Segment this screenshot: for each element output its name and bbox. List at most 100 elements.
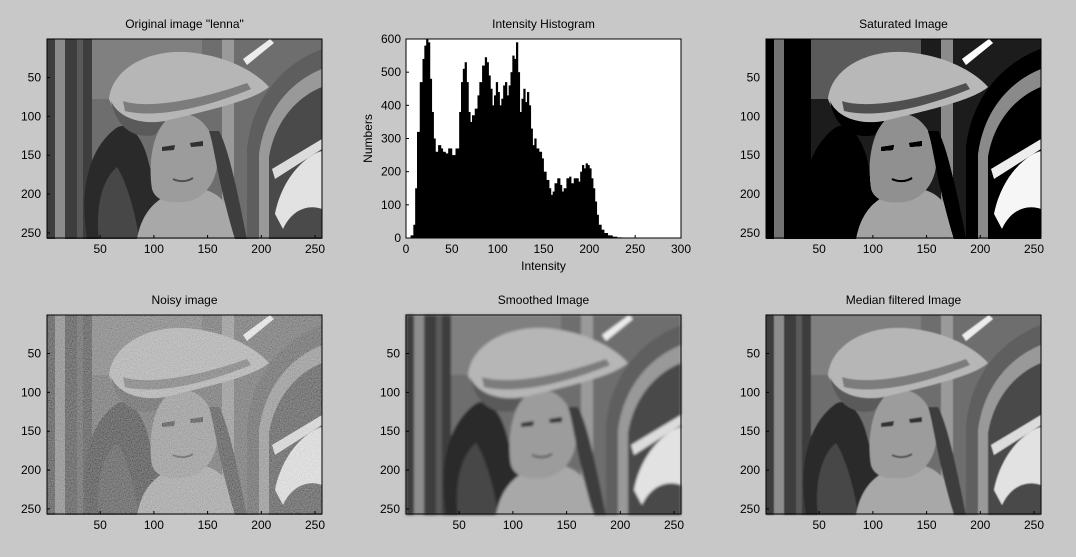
histogram-bar: [557, 178, 561, 238]
histogram-bar: [514, 58, 517, 239]
histogram-bar: [413, 224, 416, 238]
histogram-bar: [530, 128, 533, 238]
histogram-bar: [479, 82, 483, 238]
histogram-bar: [470, 121, 473, 238]
histogram-bar: [440, 148, 444, 238]
histogram-bar: [442, 151, 446, 238]
x-tick-label: 150: [198, 518, 218, 532]
image-area: [46, 38, 323, 240]
y-tick-label: 600: [381, 32, 401, 46]
y-tick-label: 300: [381, 132, 401, 146]
histogram-bar: [435, 151, 439, 238]
histogram-bar: [523, 88, 526, 238]
lenna-image: [405, 314, 682, 516]
y-tick-label: 100: [380, 385, 400, 399]
x-tick-label: 50: [452, 518, 466, 532]
image-area: [405, 314, 682, 516]
histogram-bar: [598, 224, 602, 238]
x-tick-label: 200: [970, 518, 990, 532]
histogram-bar: [543, 171, 547, 238]
histogram-bar: [492, 105, 495, 238]
histogram-bar: [549, 188, 552, 238]
axes-frame: [405, 314, 682, 515]
image-area: [765, 314, 1042, 516]
histogram-bar: [490, 88, 493, 238]
y-tick-label: 100: [740, 385, 760, 399]
x-tick-label: 200: [579, 242, 599, 256]
histogram-bar: [585, 163, 588, 238]
histogram-bar: [422, 58, 425, 239]
histogram-bar: [517, 72, 521, 239]
y-tick-label: 50: [747, 70, 761, 84]
histogram-bar: [596, 214, 599, 238]
y-tick-label: 150: [740, 424, 760, 438]
y-tick-label: 200: [21, 187, 41, 201]
histogram-bar: [508, 85, 511, 238]
histogram-bar: [451, 155, 456, 238]
histogram-bar: [503, 85, 506, 238]
histogram-bar: [541, 158, 544, 238]
histogram-bar: [607, 235, 613, 238]
histogram-bar: [525, 102, 528, 239]
y-tick-label: 100: [381, 198, 401, 212]
histogram-bar: [497, 92, 500, 238]
x-tick-label: 200: [610, 518, 630, 532]
x-tick-label: 100: [488, 242, 508, 256]
histogram-bar: [431, 111, 434, 238]
y-tick-label: 50: [387, 346, 401, 360]
subplot-title: Noisy image: [151, 293, 217, 307]
histogram-bar: [560, 184, 563, 238]
histogram-bar: [488, 75, 491, 238]
histogram-bar: [459, 111, 462, 238]
subplot-4: Noisy image 50 100 150 200 250 50 100 150 200 250: [21, 293, 325, 532]
image-area: [765, 38, 1042, 240]
histogram-bar: [569, 176, 572, 238]
subplot-title: Intensity Histogram: [492, 17, 595, 31]
histogram-bar: [438, 145, 442, 238]
x-tick-label: 200: [970, 242, 990, 256]
y-tick-label: 50: [747, 346, 761, 360]
x-tick-label: 100: [863, 242, 883, 256]
x-tick-label: 200: [251, 242, 271, 256]
x-tick-label: 50: [93, 518, 107, 532]
subplot-title: Saturated Image: [859, 17, 948, 31]
y-tick-label: 200: [21, 463, 41, 477]
histogram-bar: [512, 55, 515, 239]
x-tick-label: 250: [664, 518, 684, 532]
histogram-bar: [486, 62, 489, 238]
y-tick-label: 0: [394, 231, 401, 245]
histogram-bar: [519, 111, 522, 238]
y-tick-label: 500: [381, 65, 401, 79]
y-tick-label: 150: [740, 148, 760, 162]
histogram-bar: [550, 194, 554, 238]
histogram-bar: [506, 95, 510, 238]
x-tick-label: 150: [557, 518, 577, 532]
histogram-bar: [536, 148, 540, 238]
histogram-bar: [494, 95, 497, 238]
x-tick-label: 150: [917, 242, 937, 256]
histogram-bar: [561, 191, 565, 238]
y-tick-label: 150: [380, 424, 400, 438]
histogram-bar: [593, 188, 596, 238]
histogram-bar: [612, 236, 618, 238]
lenna-image: [765, 314, 1042, 516]
subplot-title: Median filtered Image: [846, 293, 962, 307]
y-tick-label: 250: [380, 502, 400, 516]
histogram-bar: [445, 153, 449, 238]
histogram-bar: [410, 235, 414, 238]
histogram-bar: [505, 82, 508, 238]
histogram-bar: [591, 178, 594, 238]
x-tick-label: 250: [1024, 242, 1044, 256]
histogram-bar: [527, 92, 530, 238]
y-tick-label: 200: [380, 463, 400, 477]
y-tick-label: 400: [381, 98, 401, 112]
histogram-bar: [552, 191, 555, 238]
histogram-bar: [538, 151, 543, 238]
histogram-bar: [516, 42, 519, 238]
image-area: [46, 314, 323, 516]
axes-frame: [765, 314, 1042, 515]
histogram-bar: [415, 188, 418, 238]
y-tick-label: 200: [740, 187, 760, 201]
histogram-bar: [528, 105, 532, 238]
histogram-bar: [417, 131, 421, 238]
